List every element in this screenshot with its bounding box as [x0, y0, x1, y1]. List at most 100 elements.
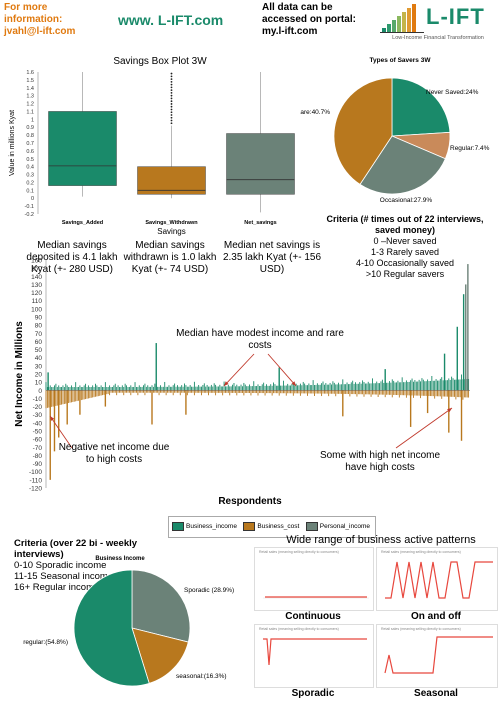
box-plot-title: Savings Box Plot 3W — [113, 56, 207, 67]
logo-tagline: Low-Income Financial Transformation — [392, 35, 484, 41]
savers-pie-chart: Never Saved:24% Regular:7.4% Occasional:27… — [300, 77, 490, 204]
criteria-savings-line: 4-10 Occasionally saved — [355, 258, 455, 268]
y-tick-label: 150 — [31, 266, 42, 273]
outlier-point — [170, 89, 173, 92]
y-tick-label: 0.2 — [26, 180, 34, 186]
y-tick-label: 0 — [31, 196, 34, 202]
outlier-point — [170, 119, 173, 122]
net-income-chart: 1601501401301201101009080706050403020100… — [14, 258, 470, 493]
y-tick-label: 0.6 — [26, 149, 34, 155]
x-axis-label: Savings — [157, 227, 185, 236]
criteria-savings-line: >10 Regular savers — [365, 269, 445, 279]
outlier-point — [170, 92, 173, 94]
pattern-continuous-chart — [263, 596, 369, 599]
patterns-title: Wide range of business active patterns — [286, 534, 476, 546]
arrow-high-head — [447, 408, 452, 413]
contact-line-2: information: — [4, 14, 63, 25]
outlier-point — [170, 80, 173, 83]
pattern-sporadic-chart — [263, 638, 367, 666]
y-tick-label: -120 — [29, 486, 42, 493]
portal-line-1: All data can be — [262, 2, 333, 13]
business-income-pie: Sporadic (28.9%) seasonal:(16.3%) regular:… — [23, 569, 234, 687]
arrow-negative-head — [50, 416, 55, 421]
pattern-onoff-panel: Retail sales (meaning selling directly t… — [376, 547, 498, 611]
pattern-label-onoff: On and off — [411, 611, 461, 622]
pie-slice-sporadic — [131, 569, 191, 643]
portal-url[interactable]: my.l-ift.com — [262, 26, 318, 37]
pie-slice-label: regular:(54.8%) — [23, 639, 68, 646]
outlier-point — [170, 114, 173, 116]
pie-slice-occasional — [359, 135, 446, 195]
logo-bars-icon — [380, 4, 424, 33]
caption-savings-withdrawn: Median savings withdrawn is 1.0 lakh Kya… — [123, 240, 217, 275]
pattern-label-continuous: Continuous — [285, 611, 341, 622]
y-tick-label: 0.1 — [26, 188, 34, 194]
caption-savings-added: Median savings deposited is 4.1 lakh Kya… — [26, 240, 118, 275]
y-tick-label: -110 — [29, 477, 42, 484]
pie-slice-label: seasonal:(16.3%) — [176, 673, 227, 680]
pie-slice-label: Occasional:27.9% — [380, 197, 433, 204]
y-tick-label: 110 — [32, 298, 43, 305]
box-2 — [137, 166, 206, 195]
pattern-seasonal-panel: Retail sales (meaning selling directly t… — [376, 624, 498, 688]
mini-chart-title: Retail sales (meaning selling directly t… — [259, 550, 339, 554]
y-tick-label: 50 — [35, 347, 43, 354]
y-tick-label: 60 — [35, 339, 43, 346]
arrow-high — [395, 407, 453, 449]
y-tick-label: -20 — [33, 404, 43, 411]
criteria-savings-line: 0 –Never saved — [373, 236, 437, 246]
y-tick-label: 1.6 — [26, 70, 34, 76]
outlier-point — [170, 75, 173, 78]
y-tick-label: 1.4 — [26, 86, 34, 92]
y-tick-label: 1.2 — [26, 102, 34, 108]
y-tick-label: 40 — [35, 355, 43, 362]
criteria-savings: Criteria (# times out of 22 interviews, … — [320, 214, 490, 280]
y-tick-label: 120 — [31, 290, 42, 297]
annotation-negative: Negative net income due to high costs — [58, 442, 170, 465]
y-tick-label: 0.3 — [26, 173, 34, 179]
y-tick-label: 90 — [35, 315, 43, 322]
income-x-label: Respondents — [218, 496, 282, 507]
pattern-seasonal-chart — [384, 636, 493, 674]
portal-info: All data can be accessed on portal: my.l… — [262, 2, 356, 38]
y-tick-label: -30 — [33, 412, 43, 419]
savers-pie-title: Types of Savers 3W — [369, 57, 431, 64]
portal-line-2: accessed on portal: — [262, 14, 356, 25]
pie-slice-seasonal — [131, 627, 189, 684]
y-tick-label: -100 — [29, 469, 42, 476]
y-tick-label: -10 — [33, 396, 43, 403]
outlier-point — [170, 116, 173, 119]
contact-info: For more information: jvahl@l-ift.com — [4, 2, 75, 38]
y-axis-label: Net Income in Millions — [14, 321, 25, 427]
outlier-point — [170, 86, 173, 89]
pie-slice-never-saved — [391, 77, 451, 137]
outlier-point — [170, 72, 173, 75]
y-tick-label: 1.1 — [26, 109, 34, 115]
outlier-point — [170, 94, 173, 97]
y-tick-label: 140 — [31, 274, 42, 281]
y-tick-label: -70 — [33, 445, 43, 452]
y-tick-label: 0.5 — [26, 157, 34, 163]
outlier-point — [170, 122, 173, 125]
outlier-point — [170, 78, 173, 80]
legend-personal-income: Personal_income — [305, 522, 370, 531]
y-tick-label: 100 — [31, 306, 42, 313]
outlier-point — [170, 105, 173, 108]
y-tick-label: 70 — [35, 331, 43, 338]
annotation-median: Median have modest income and rare costs — [176, 328, 344, 351]
outlier-point — [170, 108, 173, 111]
y-tick-label: 0.9 — [26, 125, 34, 131]
y-tick-label: -80 — [33, 453, 43, 460]
pattern-continuous-panel: Retail sales (meaning selling directly t… — [254, 547, 374, 611]
criteria-business: Criteria (over 22 bi - weekly interviews… — [14, 538, 144, 593]
y-tick-label: -60 — [33, 437, 43, 444]
contact-email[interactable]: jvahl@l-ift.com — [4, 26, 76, 37]
website-link[interactable]: www. L-IFT.com — [118, 12, 224, 28]
y-tick-label: 130 — [31, 282, 42, 289]
criteria-business-title: Criteria (over 22 bi - weekly interviews… — [14, 538, 138, 560]
x-category-label: Net_savings — [244, 220, 276, 226]
box-1 — [48, 111, 117, 186]
y-tick-label: 80 — [35, 323, 43, 330]
annotation-high-income: Some with high net income have high cost… — [319, 450, 441, 473]
y-tick-label: 0.7 — [26, 141, 34, 147]
